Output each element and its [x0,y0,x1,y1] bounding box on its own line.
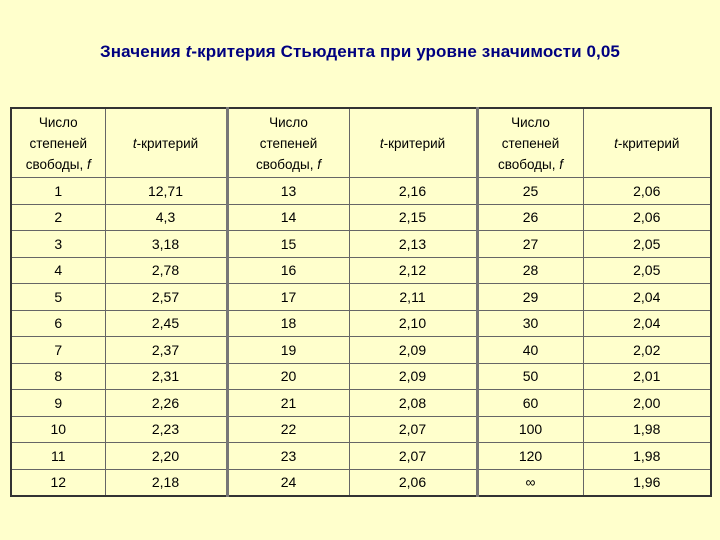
table-row: 6 2,45 18 2,10 30 2,04 [10,309,712,337]
table-row: 12 2,18 24 2,06 ∞ 1,96 [10,468,712,497]
t-value-cell: 1,96 [582,468,712,497]
t-value-cell: 2,26 [104,389,229,417]
df-cell: 9 [10,389,106,417]
t-value-cell: 2,06 [582,203,712,231]
t-value-cell: 2,31 [104,362,229,390]
t-value-cell: 2,07 [348,415,479,443]
header-df-3: Число степеней свободы, f [476,107,584,178]
df-cell: 20 [226,362,350,390]
header-df-1: Число степеней свободы, f [10,107,106,178]
df-cell: 1 [10,177,106,205]
df-cell: 28 [476,256,584,284]
student-t-table: Число степеней свободы, f t-критерий Чис… [10,107,712,497]
t-value-cell: 2,09 [348,362,479,390]
t-value-cell: 2,05 [582,256,712,284]
header-t-3: t-критерий [582,107,712,178]
df-cell: 10 [10,415,106,443]
page-title: Значения t-критерия Стьюдента при уровне… [0,42,720,62]
t-value-cell: 4,3 [104,203,229,231]
table-header-row: Число степеней свободы, f t-критерий Чис… [10,107,712,178]
table-row: 5 2,57 17 2,11 29 2,04 [10,283,712,311]
table-row: 1 12,71 13 2,16 25 2,06 [10,177,712,205]
title-prefix: Значения [100,42,186,61]
table-row: 9 2,26 21 2,08 60 2,00 [10,389,712,417]
df-infinity-cell: ∞ [476,468,584,497]
df-cell: 17 [226,283,350,311]
df-cell: 27 [476,230,584,258]
df-cell: 40 [476,336,584,364]
t-value-cell: 2,12 [348,256,479,284]
header-t-1: t-критерий [104,107,229,178]
df-cell: 13 [226,177,350,205]
df-cell: 30 [476,309,584,337]
df-cell: 100 [476,415,584,443]
header-df-2: Число степеней свободы, f [226,107,350,178]
df-cell: 15 [226,230,350,258]
t-value-cell: 2,07 [348,442,479,470]
t-value-cell: 2,02 [582,336,712,364]
t-value-cell: 2,37 [104,336,229,364]
t-value-cell: 2,09 [348,336,479,364]
df-cell: 2 [10,203,106,231]
t-value-cell: 12,71 [104,177,229,205]
df-cell: 11 [10,442,106,470]
t-value-cell: 2,01 [582,362,712,390]
t-value-cell: 2,04 [582,283,712,311]
t-value-cell: 2,10 [348,309,479,337]
df-cell: 24 [226,468,350,497]
df-cell: 6 [10,309,106,337]
df-cell: 60 [476,389,584,417]
df-cell: 29 [476,283,584,311]
df-cell: 16 [226,256,350,284]
df-cell: 12 [10,468,106,497]
table-row: 4 2,78 16 2,12 28 2,05 [10,256,712,284]
table-row: 10 2,23 22 2,07 100 1,98 [10,415,712,443]
t-value-cell: 2,05 [582,230,712,258]
t-value-cell: 1,98 [582,442,712,470]
df-cell: 5 [10,283,106,311]
t-value-cell: 2,78 [104,256,229,284]
t-value-cell: 2,16 [348,177,479,205]
header-t-2: t-критерий [348,107,479,178]
t-value-cell: 2,18 [104,468,229,497]
table-row: 8 2,31 20 2,09 50 2,01 [10,362,712,390]
t-value-cell: 2,06 [582,177,712,205]
df-cell: 19 [226,336,350,364]
df-cell: 14 [226,203,350,231]
table-row: 2 4,3 14 2,15 26 2,06 [10,203,712,231]
df-cell: 7 [10,336,106,364]
table-row: 3 3,18 15 2,13 27 2,05 [10,230,712,258]
t-value-cell: 2,11 [348,283,479,311]
t-value-cell: 2,13 [348,230,479,258]
t-value-cell: 2,04 [582,309,712,337]
df-cell: 25 [476,177,584,205]
t-value-cell: 2,23 [104,415,229,443]
t-value-cell: 2,57 [104,283,229,311]
t-value-cell: 2,00 [582,389,712,417]
df-cell: 26 [476,203,584,231]
t-value-cell: 1,98 [582,415,712,443]
t-value-cell: 2,45 [104,309,229,337]
t-value-cell: 2,06 [348,468,479,497]
df-cell: 3 [10,230,106,258]
df-cell: 21 [226,389,350,417]
table-row: 11 2,20 23 2,07 120 1,98 [10,442,712,470]
t-value-cell: 2,08 [348,389,479,417]
df-cell: 22 [226,415,350,443]
df-cell: 4 [10,256,106,284]
t-value-cell: 2,20 [104,442,229,470]
t-value-cell: 2,15 [348,203,479,231]
df-cell: 23 [226,442,350,470]
t-value-cell: 3,18 [104,230,229,258]
title-suffix: -критерия Стьюдента при уровне значимост… [191,42,620,61]
df-cell: 50 [476,362,584,390]
title-t-letter: t [185,42,192,61]
df-cell: 18 [226,309,350,337]
table-row: 7 2,37 19 2,09 40 2,02 [10,336,712,364]
df-cell: 120 [476,442,584,470]
df-cell: 8 [10,362,106,390]
